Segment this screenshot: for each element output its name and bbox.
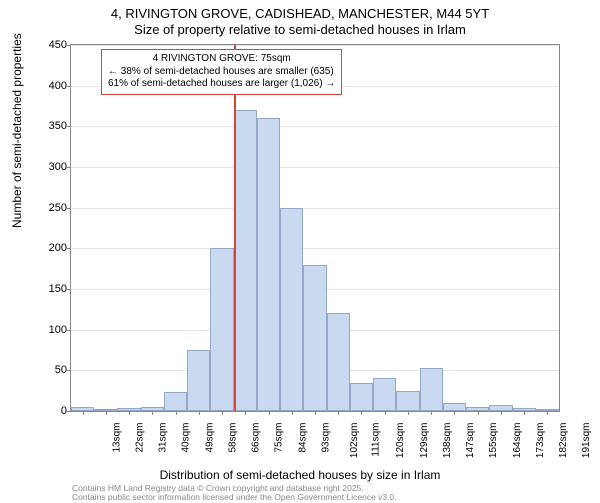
y-tick-label: 250 (33, 202, 67, 214)
x-tick-mark (222, 411, 223, 415)
x-tick-label: 66sqm (251, 423, 262, 453)
x-tick-label: 120sqm (396, 423, 407, 459)
x-tick-label: 102sqm (349, 423, 360, 459)
histogram-bar (396, 391, 419, 411)
y-tick-mark (67, 289, 71, 290)
y-tick-label: 400 (33, 80, 67, 92)
histogram-bar (303, 265, 326, 411)
x-tick-mark (176, 411, 177, 415)
marker-line (234, 45, 236, 411)
x-tick-label: 84sqm (297, 423, 308, 453)
histogram-bar (257, 118, 280, 411)
x-tick-mark (501, 411, 502, 415)
title-line-2: Size of property relative to semi-detach… (0, 22, 600, 38)
y-tick-label: 150 (33, 283, 67, 295)
x-tick-label: 147sqm (465, 423, 476, 459)
grid-line (71, 45, 559, 46)
y-tick-label: 50 (33, 364, 67, 376)
x-tick-mark (269, 411, 270, 415)
x-tick-label: 129sqm (419, 423, 430, 459)
y-tick-mark (67, 248, 71, 249)
x-axis-label: Distribution of semi-detached houses by … (0, 468, 600, 482)
x-tick-mark (245, 411, 246, 415)
x-tick-label: 155sqm (489, 423, 500, 459)
x-tick-label: 40sqm (181, 423, 192, 453)
y-tick-mark (67, 167, 71, 168)
y-tick-label: 450 (33, 39, 67, 51)
y-tick-label: 100 (33, 324, 67, 336)
x-tick-mark (547, 411, 548, 415)
histogram-bar (210, 248, 233, 411)
grid-line (71, 208, 559, 209)
x-tick-label: 111sqm (371, 423, 382, 457)
x-tick-mark (524, 411, 525, 415)
y-tick-mark (67, 45, 71, 46)
credits-line-2: Contains public sector information licen… (72, 493, 397, 502)
y-tick-mark (67, 330, 71, 331)
x-tick-label: 75sqm (274, 423, 285, 453)
histogram-bar (443, 403, 466, 411)
y-tick-label: 200 (33, 242, 67, 254)
annotation-box: 4 RIVINGTON GROVE: 75sqm ← 38% of semi-d… (101, 49, 342, 95)
x-tick-mark (152, 411, 153, 415)
annotation-line-2: ← 38% of semi-detached houses are smalle… (108, 66, 335, 79)
histogram-bar (420, 368, 443, 411)
plot-area: 05010015020025030035040045013sqm22sqm31s… (70, 44, 560, 412)
histogram-bar (164, 392, 187, 411)
y-tick-mark (67, 411, 71, 412)
annotation-line-1: 4 RIVINGTON GROVE: 75sqm (108, 53, 335, 66)
y-tick-label: 350 (33, 120, 67, 132)
x-tick-mark (478, 411, 479, 415)
x-tick-label: 182sqm (558, 423, 569, 459)
y-tick-label: 300 (33, 161, 67, 173)
y-tick-mark (67, 126, 71, 127)
x-tick-label: 191sqm (581, 423, 592, 459)
x-tick-mark (385, 411, 386, 415)
histogram-bar (187, 350, 210, 411)
x-tick-label: 173sqm (535, 423, 546, 459)
x-tick-label: 138sqm (442, 423, 453, 459)
title-line-1: 4, RIVINGTON GROVE, CADISHEAD, MANCHESTE… (0, 6, 600, 22)
x-tick-label: 22sqm (134, 423, 145, 453)
x-tick-mark (292, 411, 293, 415)
x-tick-mark (408, 411, 409, 415)
x-tick-label: 93sqm (320, 423, 331, 453)
histogram-bar (234, 110, 257, 411)
x-tick-label: 31sqm (158, 423, 169, 453)
x-tick-mark (454, 411, 455, 415)
grid-line (71, 126, 559, 127)
histogram-bar (373, 378, 396, 411)
histogram-bar (327, 313, 350, 411)
x-tick-mark (361, 411, 362, 415)
histogram-bar (280, 208, 303, 411)
x-tick-mark (129, 411, 130, 415)
x-tick-mark (315, 411, 316, 415)
histogram-bar (350, 383, 373, 411)
y-tick-mark (67, 208, 71, 209)
annotation-line-3: 61% of semi-detached houses are larger (… (108, 78, 335, 91)
grid-line (71, 248, 559, 249)
grid-line (71, 167, 559, 168)
y-tick-mark (67, 370, 71, 371)
chart-title: 4, RIVINGTON GROVE, CADISHEAD, MANCHESTE… (0, 0, 600, 37)
y-axis-label: Number of semi-detached properties (10, 33, 24, 228)
y-tick-mark (67, 86, 71, 87)
x-tick-label: 58sqm (227, 423, 238, 453)
x-tick-label: 13sqm (111, 423, 122, 453)
y-tick-label: 0 (33, 405, 67, 417)
x-tick-mark (83, 411, 84, 415)
x-tick-label: 164sqm (512, 423, 523, 459)
x-tick-label: 49sqm (204, 423, 215, 453)
x-tick-mark (338, 411, 339, 415)
x-tick-mark (431, 411, 432, 415)
x-tick-mark (199, 411, 200, 415)
x-tick-mark (106, 411, 107, 415)
